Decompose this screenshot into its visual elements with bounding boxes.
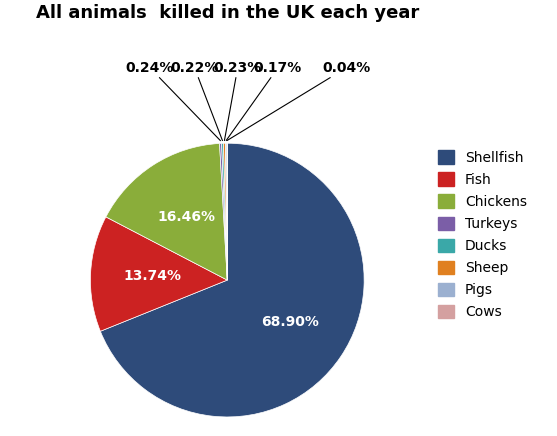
Text: 0.22%: 0.22%: [170, 61, 222, 140]
Text: 0.23%: 0.23%: [213, 61, 262, 140]
Text: 0.17%: 0.17%: [226, 61, 302, 140]
Text: 16.46%: 16.46%: [158, 210, 216, 224]
Wedge shape: [223, 143, 227, 280]
Title: All animals  killed in the UK each year: All animals killed in the UK each year: [36, 4, 419, 22]
Wedge shape: [219, 143, 227, 280]
Wedge shape: [226, 143, 227, 280]
Text: 0.04%: 0.04%: [227, 61, 370, 140]
Wedge shape: [106, 143, 227, 280]
Wedge shape: [90, 217, 227, 331]
Text: 0.24%: 0.24%: [126, 61, 221, 141]
Wedge shape: [100, 143, 364, 417]
Text: 68.90%: 68.90%: [261, 315, 319, 329]
Legend: Shellfish, Fish, Chickens, Turkeys, Ducks, Sheep, Pigs, Cows: Shellfish, Fish, Chickens, Turkeys, Duck…: [433, 145, 532, 324]
Text: 13.74%: 13.74%: [123, 269, 181, 283]
Wedge shape: [222, 143, 227, 280]
